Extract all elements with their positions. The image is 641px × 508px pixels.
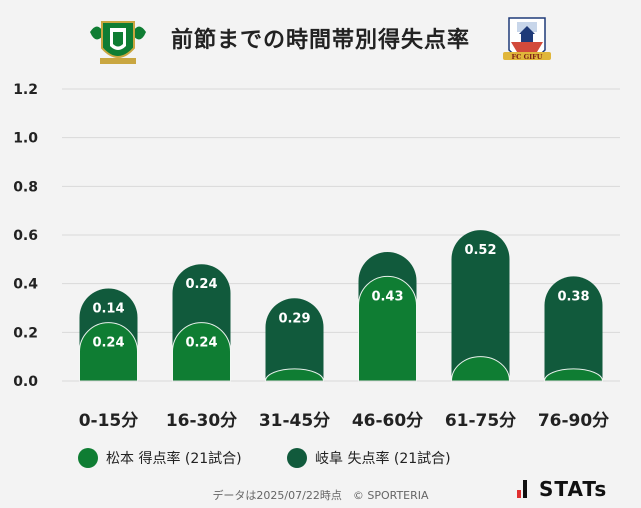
data-label-home: 0.24 bbox=[92, 336, 124, 351]
crest-wing-right bbox=[132, 26, 146, 40]
legend-item-gifu: 岐阜 失点率 (21試合) bbox=[287, 448, 451, 468]
data-label-home: 0.24 bbox=[185, 336, 217, 351]
y-tick-label: 1.2 bbox=[13, 82, 38, 98]
fc-gifu-crest-icon: FC GIFU bbox=[503, 17, 551, 61]
bar-home bbox=[450, 356, 511, 382]
stats-logo: STATs bbox=[517, 477, 607, 501]
x-tick-label: 16-30分 bbox=[166, 411, 237, 431]
bar-home bbox=[543, 368, 604, 382]
stats-bars-icon bbox=[517, 480, 533, 498]
crest-core bbox=[113, 32, 123, 47]
gifu-castle-roof bbox=[519, 26, 535, 34]
legend-label-gifu: 岐阜 失点率 (21試合) bbox=[315, 451, 451, 467]
gifu-ribbon-text: FC GIFU bbox=[512, 53, 543, 61]
crest-wing-left bbox=[90, 26, 104, 40]
data-label-away: 0.29 bbox=[278, 311, 310, 326]
x-tick-label: 61-75分 bbox=[445, 411, 516, 431]
data-label-away: 0.38 bbox=[557, 289, 589, 304]
data-label-away: 0.24 bbox=[185, 277, 217, 292]
y-tick-label: 0.4 bbox=[13, 277, 38, 293]
legend-swatch-gifu bbox=[287, 448, 307, 468]
legend-label-matsumoto: 松本 得点率 (21試合) bbox=[106, 451, 242, 467]
gifu-banner bbox=[511, 42, 543, 52]
bar-home bbox=[79, 322, 138, 382]
x-tick-label: 46-60分 bbox=[352, 411, 423, 431]
gifu-castle-body bbox=[521, 34, 533, 42]
bar-home bbox=[358, 275, 417, 382]
bar-home bbox=[264, 368, 325, 382]
y-tick-label: 0.2 bbox=[13, 325, 38, 341]
legend-swatch-matsumoto bbox=[78, 448, 98, 468]
matsumoto-crest-icon bbox=[90, 21, 146, 64]
data-label-home: 0.43 bbox=[371, 289, 403, 304]
y-tick-label: 0.8 bbox=[13, 179, 38, 195]
bar-away bbox=[265, 298, 324, 381]
data-label-away: 0.52 bbox=[464, 243, 496, 258]
chart-title: 前節までの時間帯別得失点率 bbox=[170, 28, 470, 53]
crest-ribbon bbox=[100, 58, 136, 64]
legend-item-matsumoto: 松本 得点率 (21試合) bbox=[78, 448, 242, 468]
x-tick-label: 31-45分 bbox=[259, 411, 330, 431]
y-tick-label: 0.6 bbox=[13, 228, 38, 244]
x-tick-label: 0-15分 bbox=[79, 411, 139, 431]
y-tick-label: 1.0 bbox=[13, 131, 38, 147]
bar-away bbox=[544, 276, 603, 381]
data-label-away: 0.14 bbox=[92, 302, 124, 317]
gifu-ribbon bbox=[503, 52, 551, 60]
footer-note: データは2025/07/22時点 © SPORTERIA bbox=[212, 489, 429, 502]
y-tick-label: 0.0 bbox=[13, 374, 38, 390]
bar-home bbox=[172, 322, 231, 382]
bar-away bbox=[451, 230, 510, 381]
x-tick-label: 76-90分 bbox=[538, 411, 609, 431]
stats-brand-text: STATs bbox=[539, 477, 608, 501]
